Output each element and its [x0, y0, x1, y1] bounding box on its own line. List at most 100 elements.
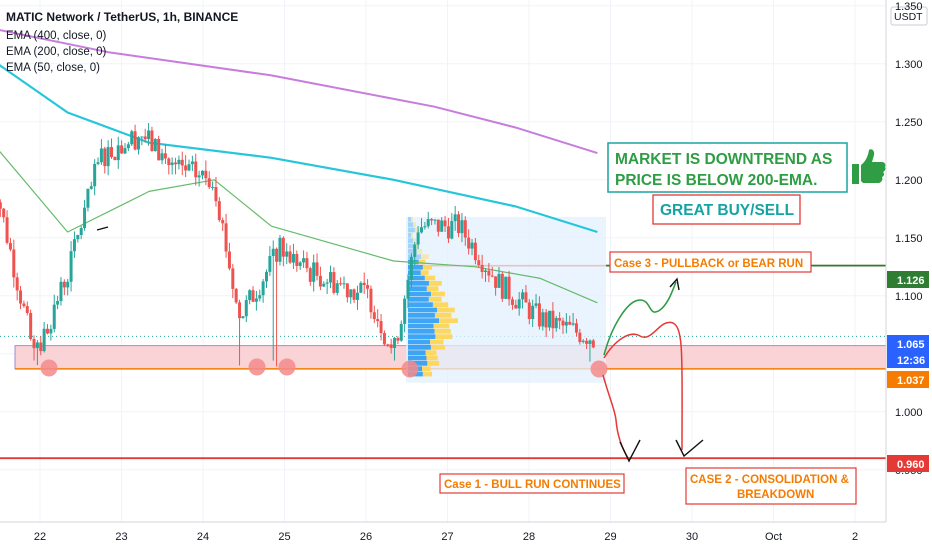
- y-tick-label: 1.300: [895, 59, 923, 71]
- candle-body: [524, 292, 528, 303]
- candle-body: [406, 279, 410, 299]
- candle-body: [342, 283, 346, 285]
- candle-body: [399, 323, 403, 341]
- candle-body: [49, 328, 53, 334]
- candle-body: [214, 186, 218, 202]
- case1-label: Case 1 - BULL RUN CONTINUES: [444, 479, 621, 491]
- case3-label: Case 3 - PULLBACK or BEAR RUN: [614, 258, 803, 270]
- candle-body: [349, 289, 353, 298]
- arrowhead-icon: [669, 277, 680, 291]
- support-touch-marker: [40, 359, 58, 377]
- volume-profile-bar: [408, 339, 431, 345]
- candle-body: [318, 275, 322, 287]
- volume-profile-bar-buy: [412, 238, 416, 243]
- candle-body: [366, 285, 370, 289]
- candle-body: [62, 281, 66, 288]
- candle-body: [281, 237, 285, 257]
- volume-profile-bar: [408, 238, 413, 243]
- indicator-legend-item: EMA (50, close, 0): [6, 62, 100, 74]
- candle-body: [588, 340, 592, 344]
- volume-profile-bar-buy: [433, 323, 450, 329]
- candle-body: [150, 130, 154, 152]
- candle-body: [19, 290, 23, 304]
- candle-body: [571, 323, 575, 325]
- candle-body: [548, 310, 552, 328]
- candle-body: [160, 153, 164, 161]
- candle-body: [585, 340, 589, 344]
- candle-body: [494, 276, 498, 288]
- price-badge: [887, 271, 929, 288]
- candle-body: [568, 321, 572, 325]
- volume-profile-bar-buy: [422, 264, 432, 270]
- volume-profile-bar-buy: [434, 328, 451, 334]
- candle-body: [527, 302, 531, 320]
- x-tick-label: 30: [686, 531, 698, 543]
- currency-button[interactable]: [890, 6, 928, 26]
- price-badge: [887, 335, 929, 352]
- case1-box: [439, 473, 625, 494]
- indicator-legend-item: EMA (200, close, 0): [6, 46, 107, 58]
- volume-profile-bar: [408, 360, 428, 366]
- case2-box: [685, 467, 857, 505]
- candle-body: [83, 207, 87, 229]
- support-touch-marker: [590, 360, 608, 378]
- candle-body: [497, 273, 501, 288]
- downtrend-note-box: [607, 142, 848, 193]
- candle-body: [591, 340, 595, 348]
- volume-profile-bar: [408, 291, 431, 297]
- candle-body: [89, 186, 93, 189]
- volume-profile-bar-buy: [418, 259, 426, 265]
- candle-body: [106, 147, 110, 167]
- candle-body: [194, 161, 198, 178]
- candle-body: [224, 223, 228, 252]
- candle-body: [275, 248, 279, 262]
- candle-body: [244, 300, 248, 317]
- volume-profile-bar-buy: [434, 312, 452, 318]
- volume-profile-bar-buy: [430, 344, 445, 350]
- candle-body: [126, 144, 130, 149]
- candle-body: [288, 251, 292, 263]
- volume-profile-bar: [408, 243, 415, 249]
- candle-body: [211, 186, 215, 188]
- symbol-title: MATIC Network / TetherUS, 1h, BINANCE: [6, 10, 238, 24]
- volume-profile-bar-buy: [425, 350, 437, 356]
- volume-profile-bar-buy: [439, 318, 458, 324]
- volume-profile-bar: [408, 286, 427, 292]
- volume-profile-bar: [408, 312, 435, 318]
- candle-body: [167, 158, 171, 166]
- volume-profile-bar: [408, 232, 412, 238]
- candle-body: [227, 251, 231, 269]
- candle-body: [170, 162, 174, 166]
- candle-body: [285, 251, 289, 257]
- candle-body: [564, 321, 568, 326]
- thumbs-up-shape: [852, 149, 886, 184]
- candle-body: [379, 321, 383, 334]
- candle-body: [147, 130, 151, 140]
- volume-profile-bar: [408, 222, 413, 227]
- candle-body: [419, 227, 423, 233]
- candle-body: [460, 220, 464, 234]
- time-axis[interactable]: [0, 522, 886, 550]
- candle-body: [140, 136, 144, 138]
- candle-body: [32, 339, 36, 349]
- case3-box: [609, 251, 812, 273]
- volume-profile-bar-buy: [416, 248, 423, 254]
- candle-body: [204, 170, 208, 179]
- candle-body: [315, 262, 319, 276]
- candle-body: [190, 161, 194, 165]
- price-badge-label: 1.065: [897, 339, 925, 351]
- volume-profile-bar-buy: [414, 243, 419, 249]
- candle-body: [174, 162, 178, 165]
- candle-body: [231, 268, 235, 289]
- candle-body: [325, 282, 329, 284]
- candles-layer: [0, 123, 595, 367]
- candle-body: [436, 219, 440, 232]
- candle-body: [514, 304, 518, 309]
- volume-profile-bar: [408, 296, 429, 302]
- volume-profile-bar-buy: [426, 286, 439, 292]
- candle-body: [261, 281, 265, 296]
- candle-body: [537, 303, 541, 327]
- candle-body: [251, 290, 255, 302]
